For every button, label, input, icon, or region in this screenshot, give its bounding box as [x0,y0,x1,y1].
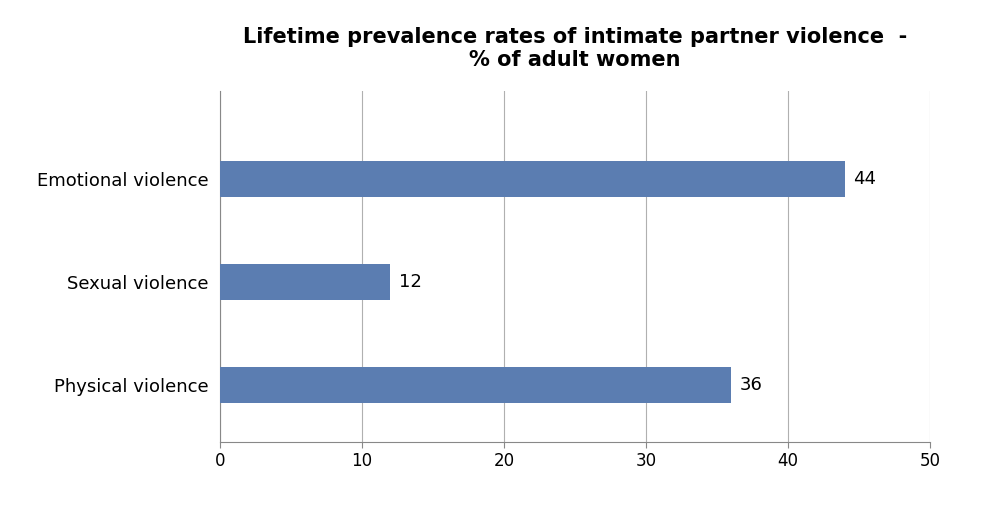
Text: 12: 12 [399,273,422,291]
Bar [220,264,390,300]
Bar [220,367,731,403]
Text: 36: 36 [740,376,763,394]
Title: Lifetime prevalence rates of intimate partner violence  -
% of adult women: Lifetime prevalence rates of intimate pa… [243,27,907,71]
Text: 44: 44 [853,170,876,188]
Bar [220,161,845,197]
